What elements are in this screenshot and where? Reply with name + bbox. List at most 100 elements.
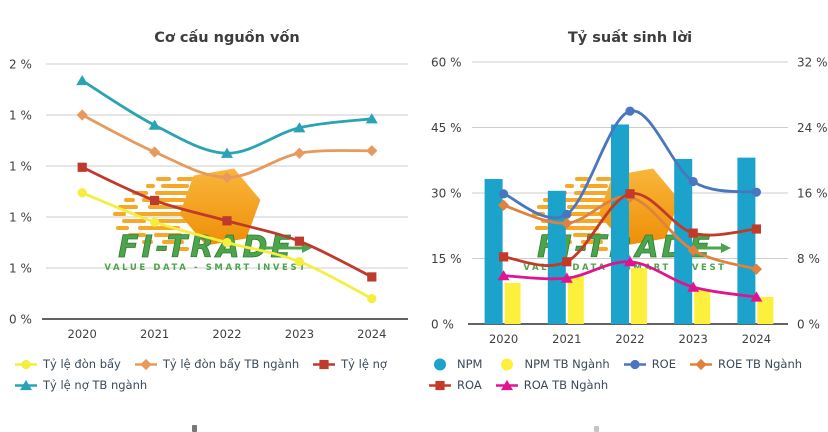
point-ROA-2021[interactable] [562,257,572,267]
point-ROA TB Ngành-2022[interactable] [624,256,636,267]
legend-row: Tỷ lệ đòn bẩy Tỷ lệ đòn bẩy TB ngành Tỷ lệ… [14,357,412,371]
speed-dash-icon [174,247,189,251]
speed-dash-icon [158,247,167,251]
legend-item-roa-tb-ngành[interactable]: ROA TB Ngành [495,378,608,392]
point-Tỷ lệ đòn bẩy TB ngành-2020[interactable] [76,109,88,121]
speed-dash-icon [116,226,129,230]
point-Tỷ lệ nợ-2022[interactable] [222,216,232,226]
legend-item-roe[interactable]: ROE [623,357,676,371]
speed-dash-icon [156,177,171,181]
profitability-legend: NPM NPM TB Ngành ROE ROE TB Ngành ROA ROA TB … [428,357,826,399]
point-ROE-2023[interactable] [688,176,698,187]
point-Tỷ lệ nợ TB ngành-2020[interactable] [76,74,89,86]
legend-circle-icon [501,358,514,370]
legend-item-tỷ-lệ-nợ-tb-ngành[interactable]: Tỷ lệ nợ TB ngành [14,378,147,392]
point-ROE TB Ngành-2023[interactable] [687,244,699,256]
point-ROE-2024[interactable] [751,187,761,197]
point-Tỷ lệ nợ-2021[interactable] [150,195,160,206]
legend-bar-swatch-icon [501,358,514,370]
bar-NPM TB Ngành-2020[interactable] [504,282,521,324]
legend-label: ROE [651,357,676,371]
axis-tick-label: 1 % [9,211,32,225]
legend-marker-icon[interactable] [500,379,513,390]
point-Tỷ lệ đòn bẩy TB ngành-2024[interactable] [366,145,378,157]
point-ROA-2024[interactable] [751,224,761,234]
point-Tỷ lệ đòn bẩy-2022[interactable] [222,237,232,248]
legend-marker-icon[interactable] [140,358,152,370]
bar-NPM TB Ngành-2022[interactable] [631,268,647,324]
legend-item-roe-tb-ngành[interactable]: ROE TB Ngành [689,357,802,371]
speed-dash-icon [146,184,155,188]
chart-title: Cơ cấu nguồn vốn [154,29,300,46]
point-ROA TB Ngành-2020[interactable] [497,270,510,281]
series-line-Tỷ lệ nợ TB ngành[interactable] [80,79,374,155]
point-Tỷ lệ đòn bẩy-2020[interactable] [77,188,87,198]
legend-line-marker-icon [313,359,336,369]
hexagon-logo-icon [179,168,261,246]
legend-item-tỷ-lệ-đòn-bẩy-tb-ngành[interactable]: Tỷ lệ đòn bẩy TB ngành [134,357,299,371]
bar-NPM-2024[interactable] [737,157,756,324]
legend-marker-icon[interactable] [435,380,445,390]
legend-bar-swatch-icon [434,358,446,370]
legend-marker-icon[interactable] [21,359,31,369]
point-ROA TB Ngành-2023[interactable] [687,281,700,292]
watermark-tagline-text: VALUE DATA - SMART INVEST [104,263,307,273]
legend-marker-icon[interactable] [695,358,707,370]
point-ROA TB Ngành-2021[interactable] [560,272,573,283]
point-ROE TB Ngành-2024[interactable] [750,263,762,275]
point-Tỷ lệ đòn bẩy TB ngành-2021[interactable] [149,146,161,158]
point-Tỷ lệ nợ TB ngành-2022[interactable] [221,147,233,158]
point-Tỷ lệ đòn bẩy-2021[interactable] [150,217,160,227]
point-ROE-2021[interactable] [562,209,572,219]
clipped-chart-title-fragment [192,425,197,432]
legend-line-marker-icon [495,379,518,390]
bar-NPM-2020[interactable] [484,179,503,324]
axis-tick-label: 32 % [797,56,828,70]
point-Tỷ lệ nợ TB ngành-2023[interactable] [293,122,306,133]
bar-NPM TB Ngành-2024[interactable] [757,296,774,324]
point-ROE-2020[interactable] [499,189,509,199]
point-Tỷ lệ đòn bẩy-2024[interactable] [367,294,377,304]
point-ROA-2022[interactable] [625,189,635,199]
legend-item-tỷ-lệ-đòn-bẩy[interactable]: Tỷ lệ đòn bẩy [14,357,121,371]
point-Tỷ lệ đòn bẩy-2023[interactable] [294,257,304,267]
bar-NPM-2022[interactable] [611,124,629,325]
point-ROE TB Ngành-2021[interactable] [561,217,573,229]
legend-marker-icon[interactable] [630,359,640,369]
axis-tick-label: 24 % [797,121,828,135]
speed-dash-icon [162,240,184,244]
point-Tỷ lệ nợ-2023[interactable] [294,236,304,246]
speed-dash-icon [574,191,608,195]
point-Tỷ lệ đòn bẩy TB ngành-2022[interactable] [221,171,233,184]
point-Tỷ lệ nợ TB ngành-2024[interactable] [365,113,378,124]
x-tick-label: 2021 [140,327,169,341]
axis-tick-label: 1 % [9,262,32,276]
point-Tỷ lệ nợ-2024[interactable] [367,272,377,282]
legend-item-roa[interactable]: ROA [428,378,482,392]
point-ROA-2023[interactable] [688,228,698,238]
watermark-arrowhead-icon [302,243,312,253]
point-ROA-2020[interactable] [499,252,509,262]
point-Tỷ lệ đòn bẩy TB ngành-2023[interactable] [293,147,305,159]
legend-item-tỷ-lệ-nợ[interactable]: Tỷ lệ nợ [312,357,387,371]
point-Tỷ lệ nợ-2020[interactable] [77,162,87,172]
legend-item-npm-tb-ngành[interactable]: NPM TB Ngành [495,357,610,371]
legend-marker-icon[interactable] [319,359,329,369]
legend-line-marker-icon [15,359,37,369]
legend-row: NPM NPM TB Ngành ROE ROE TB Ngành [428,357,826,371]
point-Tỷ lệ nợ TB ngành-2021[interactable] [148,119,161,130]
bar-NPM TB Ngành-2021[interactable] [567,275,584,324]
legend-item-npm[interactable]: NPM [428,357,482,371]
point-ROE-2022[interactable] [625,106,635,116]
bar-NPM TB Ngành-2023[interactable] [694,290,711,324]
x-tick-label: 2023 [679,332,708,346]
legend-label: ROE TB Ngành [718,357,803,371]
legend-marker-icon[interactable] [20,379,32,390]
speed-dash-icon [128,233,146,237]
legend-row: Tỷ lệ nợ TB ngành [14,378,412,392]
point-ROA TB Ngành-2024[interactable] [750,291,763,302]
